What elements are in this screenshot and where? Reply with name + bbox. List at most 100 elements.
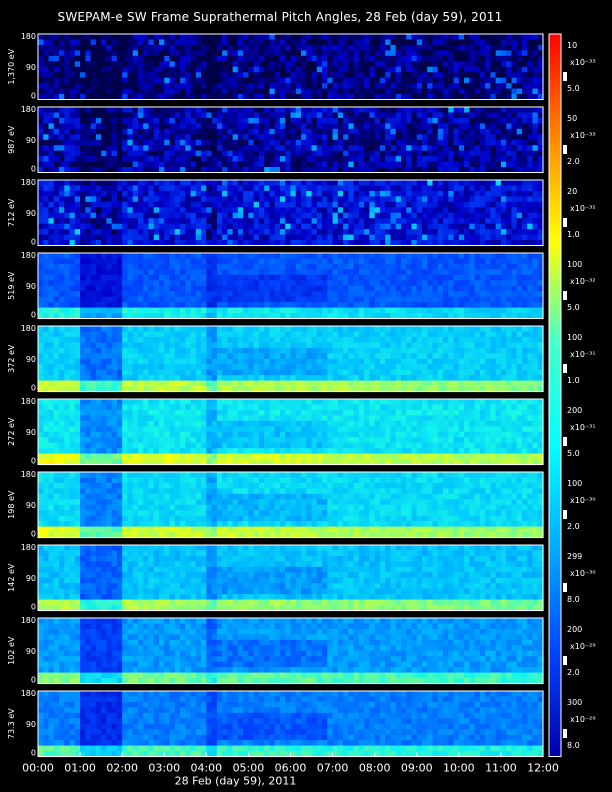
heatmap-cell (258, 263, 265, 270)
heatmap-cell (106, 375, 113, 382)
heatmap-cell (101, 77, 107, 84)
heatmap-cell (143, 380, 150, 387)
heatmap-cell (369, 229, 376, 236)
heatmap-cell (348, 167, 355, 174)
heatmap-cell (364, 302, 371, 309)
heatmap-cell (385, 240, 392, 247)
heatmap-cell (511, 156, 518, 163)
heatmap-cell (453, 229, 460, 236)
heatmap-cell (406, 150, 413, 157)
heatmap-cell (511, 285, 518, 292)
heatmap-cell (106, 150, 113, 157)
heatmap-cell (243, 234, 250, 241)
heatmap-cell (169, 66, 176, 73)
heatmap-cell (64, 112, 71, 119)
heatmap-cell (237, 34, 244, 41)
heatmap-cell (195, 291, 202, 298)
heatmap-cell (485, 302, 491, 309)
heatmap-cell (358, 212, 365, 219)
heatmap-cell (337, 207, 344, 214)
heatmap-cell (143, 386, 150, 393)
heatmap-cell (143, 83, 150, 90)
heatmap-cell (132, 161, 139, 168)
heatmap-cell (332, 123, 339, 130)
heatmap-cell (132, 313, 139, 320)
heatmap-cell (38, 190, 44, 197)
heatmap-cell (269, 185, 276, 192)
heatmap-cell (369, 291, 376, 298)
heatmap-cell (201, 112, 207, 119)
heatmap-cell (337, 39, 344, 46)
heatmap-cell (374, 112, 381, 119)
heatmap-cell (74, 331, 81, 338)
heatmap-cell (443, 207, 449, 214)
heatmap-cell (232, 296, 239, 303)
heatmap-cell (316, 112, 323, 119)
heatmap-cell (369, 313, 376, 320)
heatmap-cell (295, 190, 302, 197)
heatmap-cell (443, 218, 449, 225)
heatmap-cell (469, 296, 476, 303)
heatmap-cell (453, 269, 460, 276)
heatmap-cell (80, 229, 86, 236)
heatmap-cell (422, 223, 428, 230)
heatmap-cell (353, 150, 360, 157)
heatmap-cell (343, 150, 349, 157)
heatmap-cell (348, 77, 355, 84)
heatmap-cell (206, 128, 213, 135)
heatmap-cell (48, 331, 55, 338)
heatmap-cell (237, 229, 244, 236)
heatmap-cell (69, 274, 76, 281)
heatmap-cell (211, 150, 218, 157)
heatmap-cell (148, 234, 155, 241)
heatmap-cell (395, 263, 402, 270)
heatmap-cell (90, 112, 97, 119)
heatmap-cell (216, 167, 223, 174)
heatmap-cell (379, 218, 386, 225)
heatmap-cell (269, 274, 276, 281)
heatmap-cell (474, 83, 481, 90)
heatmap-cell (448, 240, 455, 247)
heatmap-cell (285, 117, 292, 124)
heatmap-cell (143, 94, 150, 101)
heatmap-cell (348, 61, 355, 68)
heatmap-cell (127, 307, 134, 314)
heatmap-cell (85, 336, 92, 343)
heatmap-cell (48, 296, 55, 303)
heatmap-cell (48, 196, 55, 203)
heatmap-cell (190, 66, 197, 73)
heatmap-cell (43, 280, 50, 287)
heatmap-cell (64, 185, 71, 192)
heatmap-cell (74, 380, 81, 387)
heatmap-cell (106, 253, 113, 260)
heatmap-cell (137, 274, 144, 281)
heatmap-cell (279, 123, 286, 130)
heatmap-cell (174, 107, 181, 114)
heatmap-cell (216, 291, 223, 298)
heatmap-cell (274, 280, 281, 287)
heatmap-cell (432, 291, 439, 298)
heatmap-cell (469, 218, 476, 225)
heatmap-cell (106, 240, 113, 247)
heatmap-cell (80, 185, 86, 192)
heatmap-cell (406, 94, 413, 101)
heatmap-cell (343, 263, 349, 270)
heatmap-cell (322, 196, 328, 203)
heatmap-cell (295, 123, 302, 130)
heatmap-cell (506, 83, 513, 90)
heatmap-cell (458, 128, 465, 135)
heatmap-cell (137, 44, 144, 51)
heatmap-cell (237, 196, 244, 203)
heatmap-cell (158, 234, 165, 241)
heatmap-cell (48, 280, 55, 287)
heatmap-cell (174, 123, 181, 130)
heatmap-cell (337, 61, 344, 68)
heatmap-cell (274, 55, 281, 62)
heatmap-cell (306, 112, 313, 119)
heatmap-cell (243, 112, 250, 119)
heatmap-cell (327, 190, 334, 197)
heatmap-cell (379, 50, 386, 57)
heatmap-cell (59, 201, 65, 208)
heatmap-cell (432, 280, 439, 287)
heatmap-cell (490, 212, 497, 219)
